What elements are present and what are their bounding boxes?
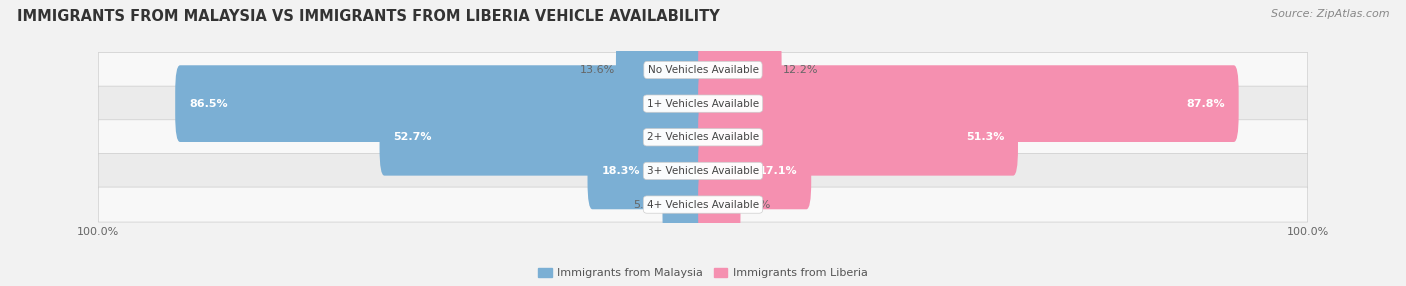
FancyBboxPatch shape: [699, 99, 1018, 176]
Text: 86.5%: 86.5%: [188, 99, 228, 109]
Text: 18.3%: 18.3%: [602, 166, 640, 176]
FancyBboxPatch shape: [699, 166, 741, 243]
Text: 3+ Vehicles Available: 3+ Vehicles Available: [647, 166, 759, 176]
FancyBboxPatch shape: [699, 32, 782, 108]
Text: 5.9%: 5.9%: [633, 200, 661, 210]
FancyBboxPatch shape: [699, 65, 1239, 142]
Legend: Immigrants from Malaysia, Immigrants from Liberia: Immigrants from Malaysia, Immigrants fro…: [534, 263, 872, 283]
Text: 4+ Vehicles Available: 4+ Vehicles Available: [647, 200, 759, 210]
FancyBboxPatch shape: [662, 166, 707, 243]
FancyBboxPatch shape: [98, 120, 1308, 155]
Text: Source: ZipAtlas.com: Source: ZipAtlas.com: [1271, 9, 1389, 19]
FancyBboxPatch shape: [98, 187, 1308, 222]
Text: 12.2%: 12.2%: [783, 65, 818, 75]
FancyBboxPatch shape: [176, 65, 707, 142]
Text: IMMIGRANTS FROM MALAYSIA VS IMMIGRANTS FROM LIBERIA VEHICLE AVAILABILITY: IMMIGRANTS FROM MALAYSIA VS IMMIGRANTS F…: [17, 9, 720, 23]
Text: 5.4%: 5.4%: [742, 200, 770, 210]
Text: 13.6%: 13.6%: [579, 65, 614, 75]
Text: 2+ Vehicles Available: 2+ Vehicles Available: [647, 132, 759, 142]
FancyBboxPatch shape: [98, 86, 1308, 121]
Text: 51.3%: 51.3%: [966, 132, 1004, 142]
Text: 52.7%: 52.7%: [394, 132, 432, 142]
FancyBboxPatch shape: [616, 32, 707, 108]
FancyBboxPatch shape: [699, 133, 811, 209]
Text: No Vehicles Available: No Vehicles Available: [648, 65, 758, 75]
Text: 1+ Vehicles Available: 1+ Vehicles Available: [647, 99, 759, 109]
Text: 87.8%: 87.8%: [1187, 99, 1225, 109]
FancyBboxPatch shape: [588, 133, 707, 209]
FancyBboxPatch shape: [380, 99, 707, 176]
FancyBboxPatch shape: [98, 53, 1308, 88]
FancyBboxPatch shape: [98, 153, 1308, 188]
Text: 17.1%: 17.1%: [759, 166, 797, 176]
